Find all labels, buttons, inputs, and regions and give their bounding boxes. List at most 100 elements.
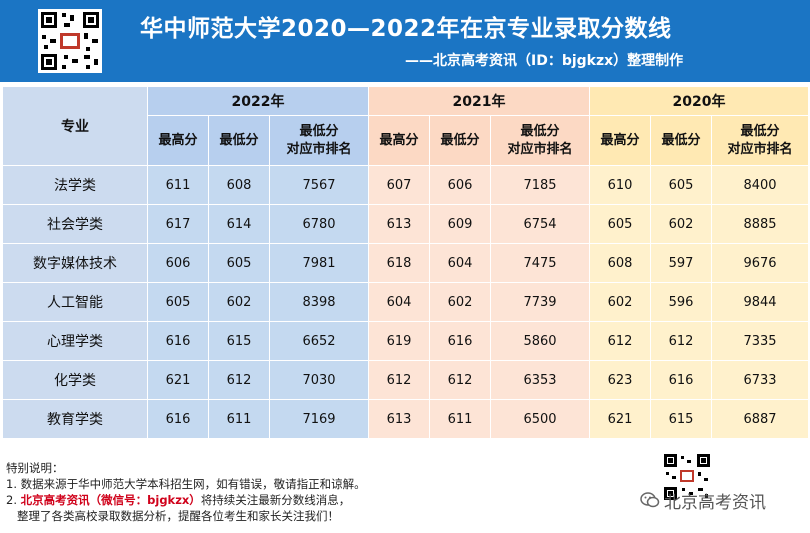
rank-cell: 7030 (268, 360, 370, 400)
rank-header: 最低分 对应市排名 (268, 115, 370, 166)
score-cell: 605 (650, 165, 713, 205)
rank-cell: 7335 (711, 321, 810, 361)
rank-cell: 6353 (490, 360, 591, 400)
qr-code-icon (38, 9, 102, 73)
rank-cell: 7567 (268, 165, 370, 205)
year-header-2022: 2022年 (146, 86, 370, 116)
max-score-header: 最高分 (589, 115, 652, 166)
score-cell: 602 (650, 204, 713, 244)
score-cell: 623 (589, 360, 652, 400)
rank-cell: 7169 (268, 399, 370, 439)
score-cell: 609 (429, 204, 492, 244)
score-cell: 615 (208, 321, 270, 361)
major-name: 数字媒体技术 (2, 243, 148, 283)
table-row: 法学类 611 608 7567 607 606 7185 610 605 84… (2, 165, 810, 205)
rank-header: 最低分 对应市排名 (490, 115, 591, 166)
note-line: 2. 北京高考资讯（微信号：bjgkzx）将持续关注最新分数线消息， (6, 493, 351, 507)
score-cell: 602 (429, 282, 492, 322)
page-title: 华中师范大学2020—2022年在京专业录取分数线 (140, 16, 672, 42)
year-header-2020: 2020年 (589, 86, 810, 116)
score-cell: 612 (208, 360, 270, 400)
page-subtitle: ——北京高考资讯（ID：bjgkzx）整理制作 (405, 53, 684, 69)
score-cell: 602 (589, 282, 652, 322)
brand-watermark: 北京高考资讯 (664, 493, 766, 513)
rank-cell: 7185 (490, 165, 591, 205)
score-cell: 616 (429, 321, 492, 361)
score-cell: 608 (589, 243, 652, 283)
score-cell: 610 (589, 165, 652, 205)
max-score-header: 最高分 (368, 115, 431, 166)
rank-cell: 6780 (268, 204, 370, 244)
rank-cell: 9844 (711, 282, 810, 322)
rank-cell: 8398 (268, 282, 370, 322)
score-cell: 616 (147, 399, 209, 439)
note-line: 1. 数据来源于华中师范大学本科招生网，如有错误，敬请指正和谅解。 (6, 477, 366, 491)
admission-score-table: 专业 2022年 2021年 2020年 最高分 最低分 最低分 对应市排名 最高… (2, 86, 810, 439)
score-cell: 605 (208, 243, 270, 283)
rank-cell: 7475 (490, 243, 591, 283)
score-cell: 604 (429, 243, 492, 283)
major-name: 法学类 (2, 165, 148, 205)
rank-cell: 6887 (711, 399, 810, 439)
score-cell: 618 (368, 243, 431, 283)
score-cell: 605 (589, 204, 652, 244)
rank-cell: 6733 (711, 360, 810, 400)
major-column-header: 专业 (2, 86, 148, 166)
major-name: 教育学类 (2, 399, 148, 439)
max-score-header: 最高分 (147, 115, 209, 166)
score-cell: 597 (650, 243, 713, 283)
title-banner: 华中师范大学2020—2022年在京专业录取分数线 ——北京高考资讯（ID：bj… (0, 0, 810, 82)
rank-cell: 6652 (268, 321, 370, 361)
table-row: 人工智能 605 602 8398 604 602 7739 602 596 9… (2, 282, 810, 322)
score-cell: 612 (589, 321, 652, 361)
rank-cell: 8885 (711, 204, 810, 244)
wechat-icon (640, 490, 660, 510)
table-row: 数字媒体技术 606 605 7981 618 604 7475 608 597… (2, 243, 810, 283)
score-cell: 619 (368, 321, 431, 361)
min-score-header: 最低分 (208, 115, 270, 166)
score-cell: 608 (208, 165, 270, 205)
min-score-header: 最低分 (429, 115, 492, 166)
score-cell: 612 (368, 360, 431, 400)
wechat-id-highlight: 北京高考资讯（微信号：bjgkzx） (20, 493, 201, 507)
score-cell: 604 (368, 282, 431, 322)
table-row: 心理学类 616 615 6652 619 616 5860 612 612 7… (2, 321, 810, 361)
score-cell: 615 (650, 399, 713, 439)
score-cell: 611 (429, 399, 492, 439)
score-cell: 602 (208, 282, 270, 322)
qr-code-icon (662, 452, 712, 502)
score-cell: 616 (650, 360, 713, 400)
major-name: 化学类 (2, 360, 148, 400)
score-cell: 616 (147, 321, 209, 361)
table-row: 化学类 621 612 7030 612 612 6353 623 616 67… (2, 360, 810, 400)
rank-cell: 7739 (490, 282, 591, 322)
rank-header: 最低分 对应市排名 (711, 115, 810, 166)
score-cell: 613 (368, 204, 431, 244)
score-cell: 596 (650, 282, 713, 322)
major-name: 人工智能 (2, 282, 148, 322)
rank-cell: 9676 (711, 243, 810, 283)
major-name: 社会学类 (2, 204, 148, 244)
score-cell: 607 (368, 165, 431, 205)
rank-cell: 8400 (711, 165, 810, 205)
score-cell: 614 (208, 204, 270, 244)
score-cell: 605 (147, 282, 209, 322)
min-score-header: 最低分 (650, 115, 713, 166)
rank-cell: 6754 (490, 204, 591, 244)
score-cell: 621 (589, 399, 652, 439)
table-row: 教育学类 616 611 7169 613 611 6500 621 615 6… (2, 399, 810, 439)
score-cell: 617 (147, 204, 209, 244)
major-name: 心理学类 (2, 321, 148, 361)
score-cell: 621 (147, 360, 209, 400)
notes-section: 特别说明： 1. 数据来源于华中师范大学本科招生网，如有错误，敬请指正和谅解。 … (6, 460, 366, 524)
score-cell: 613 (368, 399, 431, 439)
rank-cell: 7981 (268, 243, 370, 283)
score-cell: 606 (429, 165, 492, 205)
year-header-2021: 2021年 (368, 86, 591, 116)
note-line: 整理了各类高校录取数据分析，提醒各位考生和家长关注我们！ (6, 509, 339, 523)
score-cell: 612 (429, 360, 492, 400)
table-row: 社会学类 617 614 6780 613 609 6754 605 602 8… (2, 204, 810, 244)
score-cell: 611 (208, 399, 270, 439)
score-cell: 612 (650, 321, 713, 361)
